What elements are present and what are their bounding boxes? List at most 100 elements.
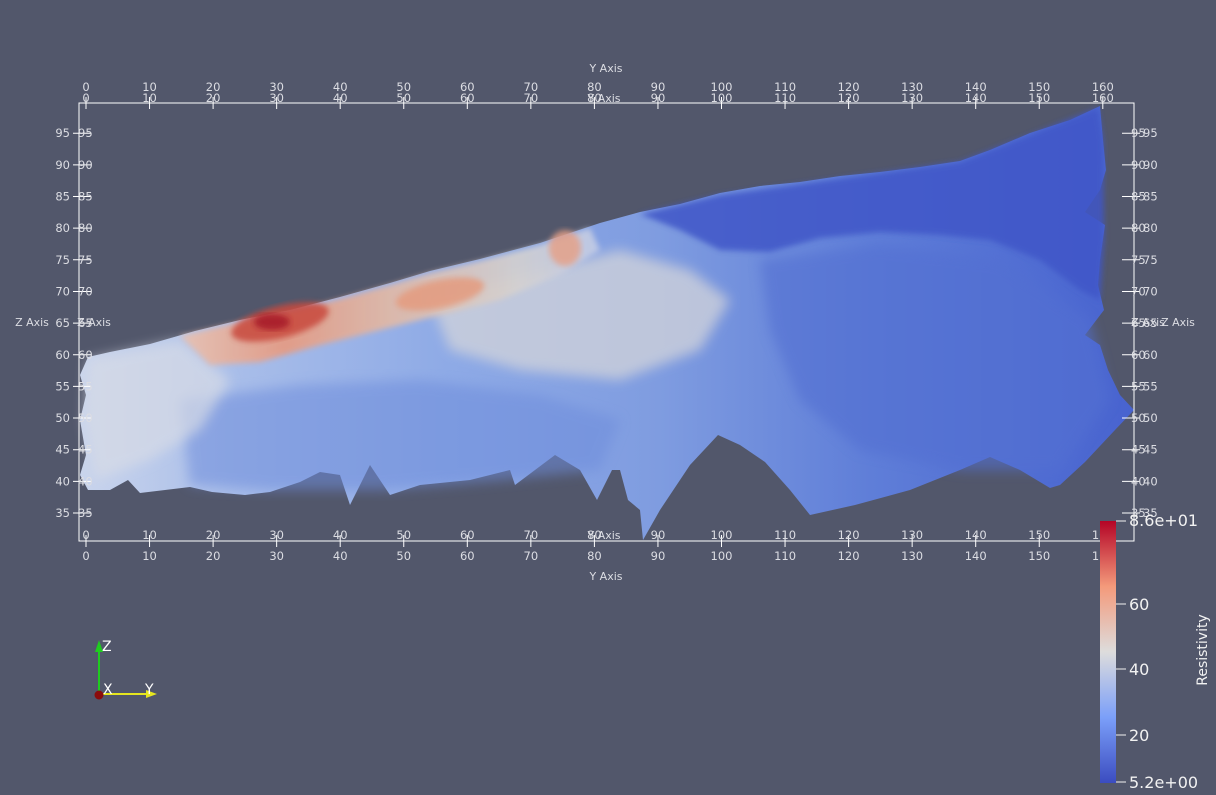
y-tick-label: 70 [524,80,539,94]
z-tick-label: 55 [1143,379,1158,393]
triad-x-label: X [103,682,113,698]
mesh-left-zone [85,340,230,480]
y-tick-label-inner: 140 [965,549,987,563]
z-tick-label-inner: 90 [78,158,93,172]
y-tick-label-inner: 150 [1028,549,1050,563]
y-tick-label-inner: 100 [711,91,733,105]
z-tick-label: 75 [1143,253,1158,267]
z-tick-label-inner: 95 [78,126,93,140]
y-tick-label: 100 [711,528,733,542]
z-tick-label: 45 [1143,443,1158,457]
z-tick-label-inner: 35 [1131,506,1146,520]
y-tick-label-inner: 90 [651,91,666,105]
y-tick-label: 110 [774,528,796,542]
orientation-triad[interactable]: Z X Y [94,639,158,700]
z-tick-label-inner: 70 [1131,284,1146,298]
z-axis-title-left: Z Axis [15,316,49,329]
z-axis-title-inner-left: Z Axis [77,316,111,329]
y-tick-label-inner: 150 [1028,91,1050,105]
z-tick-label: 60 [1143,348,1158,362]
y-tick-label: 140 [965,528,987,542]
y-tick-label: 110 [774,80,796,94]
z-tick-label-inner: 40 [1131,474,1146,488]
z-tick-label-inner: 80 [78,221,93,235]
y-tick-label: 90 [651,528,666,542]
y-axis-title-bottom: Y Axis [588,570,622,583]
y-tick-label: 10 [142,80,157,94]
z-tick-label-inner: 85 [1131,190,1146,204]
z-tick-label-inner: 95 [1131,126,1146,140]
cube-axes [78,102,1135,542]
scalar-bar[interactable]: 8.6e+01 60 40 20 5.2e+00 Resistivity [1100,511,1211,792]
scalar-bar-title: Resistivity [1195,614,1211,686]
y-tick-label-inner: 100 [711,549,733,563]
z-tick-label: 95 [55,126,70,140]
z-tick-label-inner: 50 [78,411,93,425]
y-tick-label-inner: 70 [524,91,539,105]
z-tick-label: 50 [55,411,70,425]
z-axis-title-inner-right: Z Axis [1131,316,1165,329]
mesh-mid-zone [180,380,620,490]
z-tick-label: 65 [55,316,70,330]
y-tick-label: 30 [269,528,284,542]
y-tick-label: 160 [1092,80,1114,94]
y-tick-label: 0 [82,80,89,94]
triad-x-origin-icon [94,690,104,700]
z-tick-label: 70 [1143,284,1158,298]
y-tick-label: 0 [82,528,89,542]
y-tick-label: 150 [1028,80,1050,94]
y-tick-label: 20 [206,528,221,542]
z-tick-label: 80 [1143,221,1158,235]
z-tick-label-inner: 55 [1131,379,1146,393]
z-tick-label: 40 [1143,474,1158,488]
y-tick-label-inner: 0 [82,549,89,563]
y-tick-label: 50 [396,80,411,94]
z-tick-label-inner: 40 [78,474,93,488]
y-tick-label-inner: 40 [333,91,348,105]
scalar-bar-max-label: 8.6e+01 [1129,511,1198,530]
z-tick-label-inner: 65 [1131,316,1146,330]
z-tick-label: 90 [1143,158,1158,172]
y-tick-label-inner: 30 [269,549,284,563]
z-tick-label-inner: 50 [1131,411,1146,425]
y-axis-title-inner-bottom: Y Axis [586,529,620,542]
triad-z-arrow-icon [95,640,103,652]
z-tick-label: 45 [55,443,70,457]
y-tick-label-inner: 160 [1092,91,1114,105]
z-tick-label-inner: 65 [78,316,93,330]
y-tick-label-inner: 110 [774,549,796,563]
y-tick-label-inner: 120 [838,549,860,563]
mesh-peak-2 [254,314,290,330]
z-tick-label: 70 [55,284,70,298]
z-axis-left-ticks: 35 35 40 40 45 45 50 50 55 55 60 60 65 65 70 70 75 75 80 80… [55,126,92,520]
z-axis-title-right: Z Axis [1161,316,1195,329]
y-tick-label-inner: 140 [965,91,987,105]
z-tick-label: 55 [55,379,70,393]
y-tick-label: 130 [901,528,923,542]
z-tick-label-inner: 55 [78,379,93,393]
z-tick-label-inner: 45 [78,443,93,457]
y-tick-label: 150 [1028,528,1050,542]
y-tick-label: 80 [587,528,602,542]
z-tick-label: 75 [55,253,70,267]
y-axis-title-inner-top: Y Axis [586,92,620,105]
scalar-bar-min-label: 5.2e+00 [1129,773,1198,792]
resistivity-mesh[interactable] [80,106,1134,540]
z-tick-label-inner: 75 [78,253,93,267]
y-tick-label-inner: 30 [269,91,284,105]
y-tick-label-inner: 10 [142,91,157,105]
y-tick-label: 90 [651,80,666,94]
z-tick-label: 65 [1143,316,1158,330]
z-tick-label-inner: 80 [1131,221,1146,235]
y-tick-label: 120 [838,528,860,542]
y-tick-label: 40 [333,80,348,94]
y-tick-label-inner: 130 [901,91,923,105]
axes-frame [78,102,1135,542]
scalar-bar-gradient [1100,521,1116,783]
z-tick-label: 80 [55,221,70,235]
y-tick-label: 10 [142,528,157,542]
y-tick-label-inner: 80 [587,549,602,563]
y-tick-label-inner: 90 [651,549,666,563]
